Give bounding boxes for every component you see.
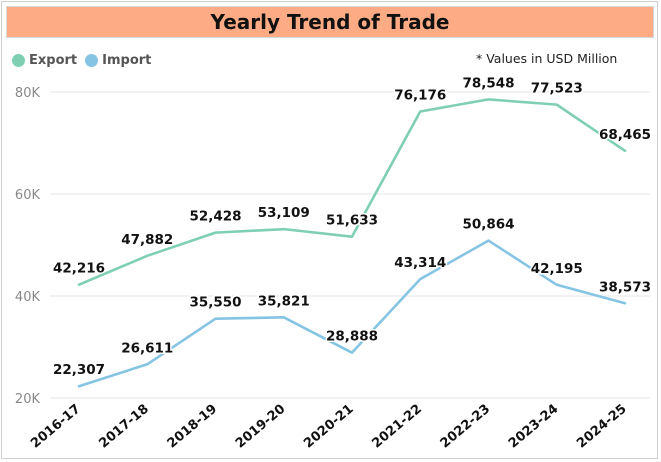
data-label-import: 35,550 [189, 295, 241, 311]
data-label-import: 43,314 [394, 255, 446, 271]
data-label-import: 38,573 [599, 279, 651, 295]
legend-label-export: Export [29, 53, 78, 68]
data-label-export: 76,176 [394, 88, 446, 104]
data-label-export: 52,428 [189, 209, 241, 225]
data-label-export: 47,882 [121, 232, 173, 248]
export-legend-dot [12, 54, 25, 67]
data-label-import: 50,864 [462, 217, 514, 233]
data-label-import: 42,195 [531, 261, 583, 277]
series-line-export [77, 98, 627, 286]
data-label-import: 22,307 [53, 362, 105, 378]
data-label-export: 77,523 [531, 81, 583, 97]
units-note: * Values in USD Million [476, 51, 618, 66]
x-tick-label: 2018-19 [165, 402, 220, 452]
legend-item-import[interactable]: Import [85, 53, 151, 68]
y-tick-label: 80K [15, 86, 41, 101]
data-label-export: 68,465 [599, 127, 651, 143]
x-tick-label: 2017-18 [96, 402, 151, 452]
y-tick-label: 60K [15, 188, 41, 203]
x-tick-label: 2023-24 [506, 402, 561, 452]
title-bar: Yearly Trend of Trade [6, 6, 654, 38]
chart-title: Yearly Trend of Trade [210, 10, 450, 34]
x-tick-label: 2016-17 [28, 402, 83, 452]
x-tick-label: 2020-21 [301, 402, 356, 452]
data-label-import: 28,888 [326, 329, 378, 345]
series-line-import [77, 239, 627, 388]
data-label-export: 78,548 [462, 75, 514, 91]
data-label-export: 51,633 [326, 213, 378, 229]
legend-label-import: Import [102, 53, 152, 68]
data-label-export: 53,109 [258, 205, 310, 221]
data-label-export: 42,216 [53, 261, 105, 277]
x-tick-label: 2022-23 [438, 402, 493, 452]
y-tick-label: 20K [15, 392, 41, 407]
y-tick-label: 40K [15, 290, 41, 305]
chart-legend: Export Import [12, 53, 151, 68]
data-label-import: 26,611 [121, 340, 173, 356]
x-tick-label: 2019-20 [233, 402, 288, 452]
legend-item-export[interactable]: Export [12, 53, 77, 68]
data-label-import: 35,821 [258, 293, 310, 309]
x-tick-label: 2024-25 [574, 402, 629, 452]
x-tick-label: 2021-22 [369, 402, 424, 452]
import-legend-dot [85, 54, 99, 67]
